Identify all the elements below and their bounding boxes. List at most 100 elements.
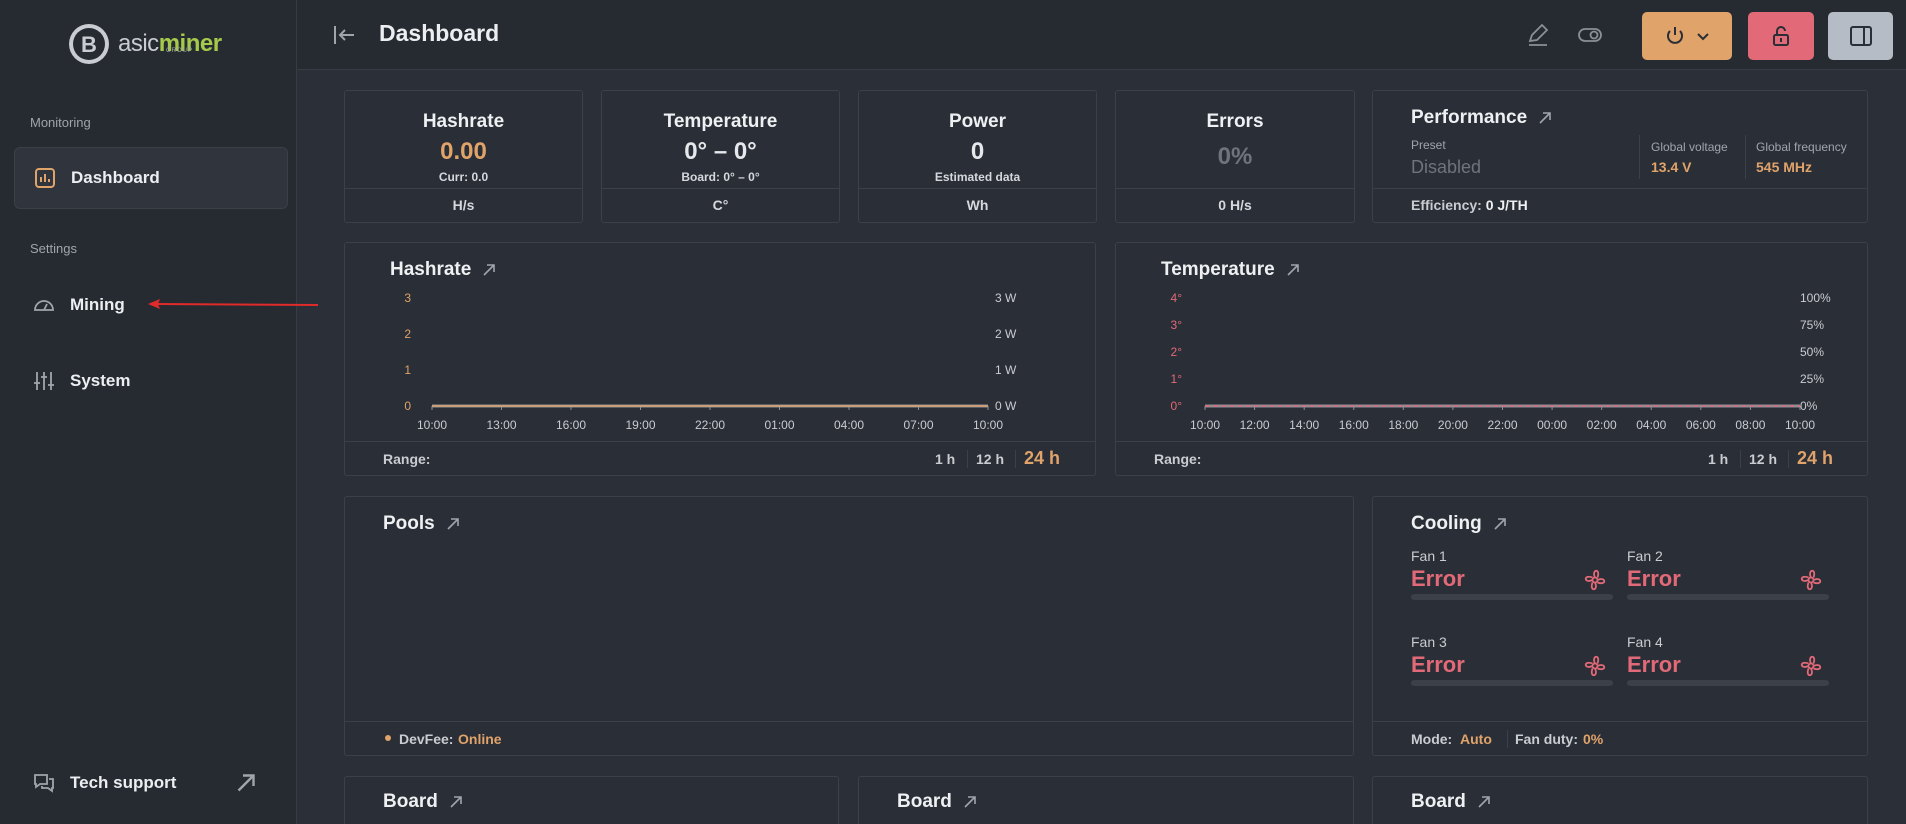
performance-title-row[interactable]: Performance: [1411, 107, 1553, 129]
sidebar-item-mining[interactable]: Mining: [14, 274, 288, 336]
y-axis-left-tick: 2°: [1171, 345, 1183, 359]
y-axis-right-tick: 3 W: [995, 291, 1017, 305]
errors-stat-card: Errors 0% 0 H/s: [1115, 90, 1355, 223]
hashrate-chart-card: Hashrate 0 0 W 1 1 W 2 2 W 3 3 W 10:00 13:00 16:00…: [344, 242, 1096, 476]
fan-icon: [1800, 569, 1822, 591]
external-link-icon[interactable]: [1492, 516, 1508, 532]
bitcoin-logo-icon: B: [69, 24, 109, 64]
fan-label: Fan 2: [1627, 548, 1663, 564]
range-divider: [1015, 450, 1016, 468]
x-axis-tick-label: 07:00: [903, 418, 933, 432]
y-axis-left-tick: 3: [404, 291, 411, 305]
board-title: Board: [897, 791, 952, 812]
board-title-row[interactable]: Board: [897, 791, 978, 813]
sidebar-item-label: System: [70, 371, 131, 390]
unlock-button[interactable]: [1748, 12, 1814, 60]
fan-label: Fan 4: [1627, 634, 1663, 650]
performance-title: Performance: [1411, 107, 1528, 128]
temperature-stat-sub: Board: 0° – 0°: [681, 170, 760, 184]
board-card-2: Board: [858, 776, 1354, 824]
range-divider: [1788, 450, 1789, 468]
y-axis-right-tick: 75%: [1800, 318, 1824, 332]
brand-sub: GROUP: [166, 48, 194, 54]
hashrate-stat-title: Hashrate: [422, 111, 505, 132]
external-link-icon[interactable]: [1537, 110, 1553, 126]
sidebar-item-label: Mining: [70, 295, 125, 314]
toggle-icon[interactable]: [1577, 22, 1603, 48]
external-link-icon[interactable]: [1285, 262, 1301, 278]
range-12h[interactable]: 12 h: [976, 451, 1005, 467]
x-axis-tick-label: 18:00: [1388, 418, 1418, 432]
collapse-sidebar-icon[interactable]: [331, 22, 357, 48]
x-axis-tick-label: 19:00: [625, 418, 655, 432]
y-axis-left-tick: 0°: [1171, 399, 1183, 413]
global-frequency-label: Global frequency: [1756, 140, 1847, 154]
y-axis-right-tick: 25%: [1800, 372, 1824, 386]
power-stat-unit: Wh: [859, 188, 1096, 222]
hashrate-range-bar: Range: 1 h 12 h 24 h: [345, 441, 1095, 475]
fan-progress-bar: [1411, 680, 1613, 686]
pools-title: Pools: [383, 513, 435, 534]
efficiency-value: 0 J/TH: [1485, 197, 1528, 213]
external-link-icon[interactable]: [962, 794, 978, 810]
y-axis-left-tick: 2: [404, 327, 411, 341]
fan-icon: [1584, 569, 1606, 591]
y-axis-right-tick: 2 W: [995, 327, 1017, 341]
temperature-stat-card: Temperature 0° – 0° Board: 0° – 0° C°: [601, 90, 840, 223]
fan-progress-bar: [1411, 594, 1613, 600]
pools-title-row[interactable]: Pools: [383, 513, 461, 535]
brand-name: asicminer: [118, 30, 222, 57]
x-axis-tick-label: 16:00: [1339, 418, 1369, 432]
toggle-panel-button[interactable]: [1828, 12, 1893, 60]
y-axis-left-tick: 1°: [1171, 372, 1183, 386]
sidebar-item-system[interactable]: System: [14, 350, 288, 412]
svg-text:B: B: [81, 32, 97, 57]
edit-pencil-icon[interactable]: [1525, 22, 1551, 48]
external-link-icon[interactable]: [1476, 794, 1492, 810]
side-panel-icon: [1849, 26, 1872, 46]
fan-3: Fan 3 Error: [1411, 634, 1613, 694]
sidebar-item-dashboard[interactable]: Dashboard: [14, 147, 288, 209]
board-title: Board: [383, 791, 438, 812]
range-1h[interactable]: 1 h: [1708, 451, 1729, 467]
x-axis-tick-label: 22:00: [1487, 418, 1517, 432]
range-24h[interactable]: 24 h: [1797, 448, 1834, 468]
x-axis-tick-label: 10:00: [1785, 418, 1815, 432]
power-restart-icon: [1667, 27, 1683, 44]
y-axis-left-tick: 1: [404, 363, 411, 377]
power-stat-card: Power 0 Estimated data Wh: [858, 90, 1097, 223]
y-axis-right-tick: 0 W: [995, 399, 1017, 413]
cooling-footer: Mode: Auto Fan duty: 0%: [1373, 721, 1867, 755]
tech-support-label: Tech support: [70, 773, 177, 792]
external-link-icon[interactable]: [481, 262, 497, 278]
efficiency-label: Efficiency:: [1411, 197, 1482, 213]
range-24h[interactable]: 24 h: [1024, 448, 1061, 468]
range-12h[interactable]: 12 h: [1749, 451, 1778, 467]
fan-2: Fan 2 Error: [1627, 548, 1829, 608]
x-axis-tick-label: 13:00: [486, 418, 516, 432]
temperature-stat-value: 0° – 0°: [684, 138, 757, 165]
errors-stat-value: 0%: [1217, 143, 1253, 170]
restart-dropdown-button[interactable]: [1642, 12, 1732, 60]
fan-label: Fan 1: [1411, 548, 1447, 564]
hashrate-chart-title: Hashrate: [390, 259, 472, 280]
external-link-icon[interactable]: [445, 516, 461, 532]
board-title-row[interactable]: Board: [1411, 791, 1492, 813]
board-title-row[interactable]: Board: [383, 791, 464, 813]
temperature-chart-title-row[interactable]: Temperature: [1161, 259, 1301, 281]
chevron-down-icon: [1697, 33, 1709, 41]
x-axis-tick-label: 20:00: [1438, 418, 1468, 432]
range-label: Range:: [383, 451, 431, 467]
cooling-title-row[interactable]: Cooling: [1411, 513, 1508, 535]
hashrate-stat-value: 0.00: [440, 138, 487, 165]
fan-status: Error: [1411, 652, 1465, 677]
global-frequency-value: 545 MHz: [1756, 159, 1813, 175]
status-dot: [385, 735, 391, 741]
brand-logo[interactable]: B asicminer: [66, 16, 222, 72]
tech-support-link[interactable]: Tech support: [14, 752, 288, 814]
range-1h[interactable]: 1 h: [935, 451, 956, 467]
hashrate-chart-title-row[interactable]: Hashrate: [390, 259, 497, 281]
external-link-icon[interactable]: [448, 794, 464, 810]
y-axis-right-tick: 50%: [1800, 345, 1824, 359]
board-title: Board: [1411, 791, 1466, 812]
